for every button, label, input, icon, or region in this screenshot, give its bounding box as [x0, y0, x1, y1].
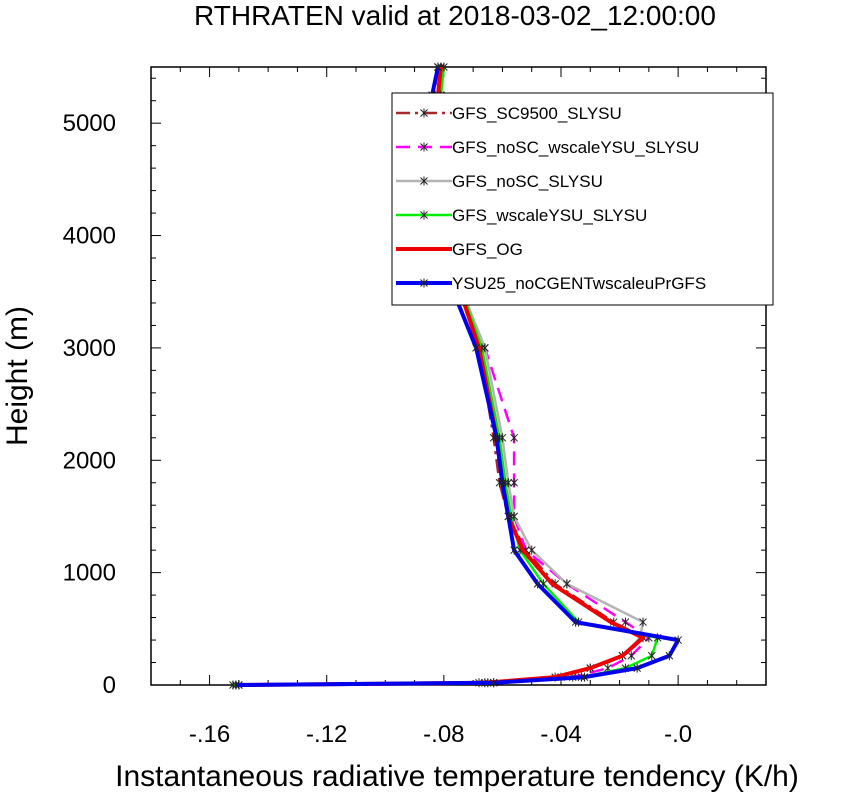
y-tick-label: 4000 [63, 223, 116, 250]
x-tick-label: -.04 [540, 721, 581, 748]
data-point-marker [510, 433, 518, 443]
data-point-marker [580, 672, 589, 682]
y-tick-label: 0 [103, 672, 116, 699]
legend-label: GFS_wscaleYSU_SLYSU [452, 206, 647, 225]
legend-item: GFS_wscaleYSU_SLYSU [396, 206, 647, 225]
chart-title: RTHRATEN valid at 2018-03-02_12:00:00 [194, 0, 716, 31]
legend-box [391, 92, 774, 306]
y-tick-label: 3000 [63, 335, 116, 362]
x-tick-label: -.0 [664, 721, 692, 748]
data-point-marker [665, 651, 674, 661]
legend-item: GFS_noSC_wscaleYSU_SLYSU [396, 138, 699, 157]
legend-label: GFS_noSC_SLYSU [452, 172, 603, 191]
data-point-marker [674, 635, 682, 645]
legend: GFS_SC9500_SLYSU GFS_noSC_wscaleYSU_SLYSU… [391, 92, 774, 306]
data-point-marker [420, 176, 428, 186]
y-tick-label: 5000 [63, 110, 116, 137]
data-point-marker [647, 651, 656, 661]
y-tick-label: 1000 [63, 560, 116, 587]
x-tick-label: -.12 [306, 721, 347, 748]
data-point-marker [510, 545, 518, 555]
data-point-marker [420, 278, 428, 288]
legend-label: GFS_noSC_wscaleYSU_SLYSU [452, 138, 699, 157]
data-point-marker [633, 663, 641, 673]
data-point-marker [510, 478, 518, 488]
x-axis-label: Instantaneous radiative temperature tend… [115, 760, 799, 793]
data-point-marker [489, 678, 498, 688]
data-point-marker [504, 511, 513, 521]
data-point-marker [533, 579, 542, 589]
y-axis-label: Height (m) [1, 306, 34, 446]
data-point-marker [498, 478, 507, 488]
legend-item: YSU25_noCGENTwscaleuPrGFS [396, 274, 706, 293]
legend-item: GFS_SC9500_SLYSU [396, 104, 622, 123]
data-point-marker [420, 108, 428, 118]
data-point-marker [627, 651, 636, 661]
data-point-marker [434, 62, 442, 72]
axis-ticks: -.16 -.12 -.08 -.04 -.0 0 1000 2000 3000 4000 5000 [63, 67, 767, 748]
legend-label: YSU25_noCGENTwscaleuPrGFS [452, 274, 706, 293]
legend-item: GFS_noSC_SLYSU [396, 172, 603, 191]
y-tick-label: 2000 [63, 447, 116, 474]
data-point-marker [472, 343, 480, 353]
legend-label: GFS_SC9500_SLYSU [452, 104, 622, 123]
data-point-marker [492, 433, 501, 443]
data-point-marker [571, 617, 580, 627]
data-point-marker [639, 617, 647, 627]
data-point-marker [563, 579, 571, 589]
series-line [238, 66, 651, 687]
data-point-marker [527, 545, 536, 555]
data-point-marker [420, 142, 428, 152]
x-tick-label: -.16 [189, 721, 230, 748]
legend-label: GFS_OG [452, 240, 523, 259]
data-point-marker [420, 210, 428, 220]
legend-item: GFS_OG [396, 240, 523, 259]
data-point-marker [232, 680, 240, 690]
data-point-marker [621, 617, 630, 627]
x-tick-label: -.08 [423, 721, 464, 748]
